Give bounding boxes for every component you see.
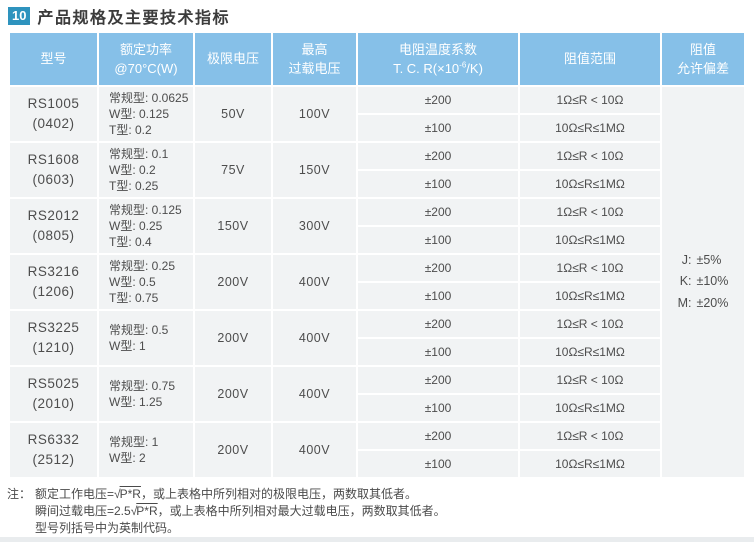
sqrt-icon: √: [114, 487, 121, 501]
model-code: (0402): [32, 116, 75, 131]
tcr-cell: ±200 ±100: [358, 255, 518, 309]
model-code: (0603): [32, 172, 75, 187]
range-cell: 1Ω≤R < 10Ω 10Ω≤R≤1MΩ: [520, 87, 660, 141]
overload-voltage-cell: 150V: [273, 143, 356, 197]
model-name: RS5025: [27, 375, 80, 391]
range-cell: 1Ω≤R < 10Ω 10Ω≤R≤1MΩ: [520, 199, 660, 253]
overload-voltage-cell: 400V: [273, 367, 356, 421]
power-cell: 常规型: 0.5 W型: 1: [99, 311, 193, 365]
tcr-exponent: -6: [459, 60, 467, 70]
model-code: (2010): [32, 396, 75, 411]
header-tcr: 电阻温度系数 T. C. R(×10-6/K): [358, 33, 518, 85]
tcr-cell: ±200 ±100: [358, 311, 518, 365]
header-model-label: 型号: [40, 51, 67, 67]
power-cell: 常规型: 0.1 W型: 0.2 T型: 0.25: [99, 143, 193, 197]
page-bottom-divider: [0, 537, 754, 542]
model-name: RS3225: [27, 319, 80, 335]
section-title: 10 产品规格及主要技术指标: [8, 4, 230, 28]
range-cell: 1Ω≤R < 10Ω 10Ω≤R≤1MΩ: [520, 311, 660, 365]
note-line-1: 注： 额定工作电压=√P*R，或上表格中所列相对的极限电压，两数取其低者。: [7, 487, 417, 501]
limit-voltage-cell: 200V: [195, 367, 271, 421]
tcr-cell: ±200 ±100: [358, 199, 518, 253]
model-cell: RS1608 (0603): [10, 143, 97, 197]
model-cell: RS1005 (0402): [10, 87, 97, 141]
model-cell: RS2012 (0805): [10, 199, 97, 253]
range-cell: 1Ω≤R < 10Ω 10Ω≤R≤1MΩ: [520, 423, 660, 477]
model-cell: RS3225 (1210): [10, 311, 97, 365]
power-cell: 常规型: 0.25 W型: 0.5 T型: 0.75: [99, 255, 193, 309]
model-code: (2512): [32, 452, 75, 467]
tcr-cell: ±200 ±100: [358, 367, 518, 421]
tolerance-cell: J: ±5% K: ±10% M: ±20%: [662, 87, 744, 477]
tolerance-k: K: ±10%: [679, 274, 729, 289]
overload-voltage-cell: 400V: [273, 255, 356, 309]
footnotes: 注： 额定工作电压=√P*R，或上表格中所列相对的极限电压，两数取其低者。 瞬间…: [7, 486, 446, 537]
model-cell: RS6332 (2512): [10, 423, 97, 477]
model-name: RS1005: [27, 95, 80, 111]
note-line-3: 型号列括号中为英制代码。: [35, 521, 180, 535]
tcr-cell: ±200 ±100: [358, 143, 518, 197]
model-name: RS2012: [27, 207, 80, 223]
limit-voltage-cell: 200V: [195, 311, 271, 365]
page-title: 产品规格及主要技术指标: [37, 10, 230, 27]
tcr-cell: ±200 ±100: [358, 87, 518, 141]
overload-voltage-cell: 400V: [273, 311, 356, 365]
header-max-overload-voltage: 最高 过载电压: [273, 33, 356, 85]
tcr-cell: ±200 ±100: [358, 423, 518, 477]
limit-voltage-cell: 50V: [195, 87, 271, 141]
header-rated-power: 额定功率 @70°C(W): [99, 33, 193, 85]
limit-voltage-cell: 150V: [195, 199, 271, 253]
spec-table: 型号 额定功率 @70°C(W) 极限电压 最高 过载电压 电阻温度系数 T. …: [10, 33, 744, 477]
range-cell: 1Ω≤R < 10Ω 10Ω≤R≤1MΩ: [520, 143, 660, 197]
model-name: RS3216: [27, 263, 80, 279]
power-cell: 常规型: 1 W型: 2: [99, 423, 193, 477]
overload-voltage-cell: 100V: [273, 87, 356, 141]
tolerance-m: M: ±20%: [677, 295, 729, 310]
model-code: (0805): [32, 228, 75, 243]
header-tolerance: 阻值 允许偏差: [662, 33, 744, 85]
model-code: (1206): [32, 284, 75, 299]
power-cell: 常规型: 0.125 W型: 0.25 T型: 0.4: [99, 199, 193, 253]
model-name: RS1608: [27, 151, 80, 167]
range-cell: 1Ω≤R < 10Ω 10Ω≤R≤1MΩ: [520, 367, 660, 421]
model-name: RS6332: [27, 431, 80, 447]
overload-voltage-cell: 400V: [273, 423, 356, 477]
model-cell: RS5025 (2010): [10, 367, 97, 421]
limit-voltage-cell: 200V: [195, 423, 271, 477]
header-limit-voltage: 极限电压: [195, 33, 271, 85]
limit-voltage-cell: 75V: [195, 143, 271, 197]
limit-voltage-cell: 200V: [195, 255, 271, 309]
section-number-badge: 10: [8, 7, 31, 25]
tolerance-j: J: ±5%: [681, 253, 722, 268]
overload-voltage-cell: 300V: [273, 199, 356, 253]
sqrt-icon: √: [130, 504, 138, 518]
model-cell: RS3216 (1206): [10, 255, 97, 309]
power-cell: 常规型: 0.75 W型: 1.25: [99, 367, 193, 421]
header-resistance-range: 阻值范围: [520, 33, 660, 85]
note-label: 注：: [7, 487, 32, 501]
note-line-2: 瞬间过载电压=2.5√P*R，或上表格中所列相对最大过载电压，两数取其低者。: [35, 504, 446, 518]
range-cell: 1Ω≤R < 10Ω 10Ω≤R≤1MΩ: [520, 255, 660, 309]
header-model: 型号: [10, 33, 97, 85]
power-cell: 常规型: 0.0625 W型: 0.125 T型: 0.2: [99, 87, 193, 141]
model-code: (1210): [32, 340, 75, 355]
